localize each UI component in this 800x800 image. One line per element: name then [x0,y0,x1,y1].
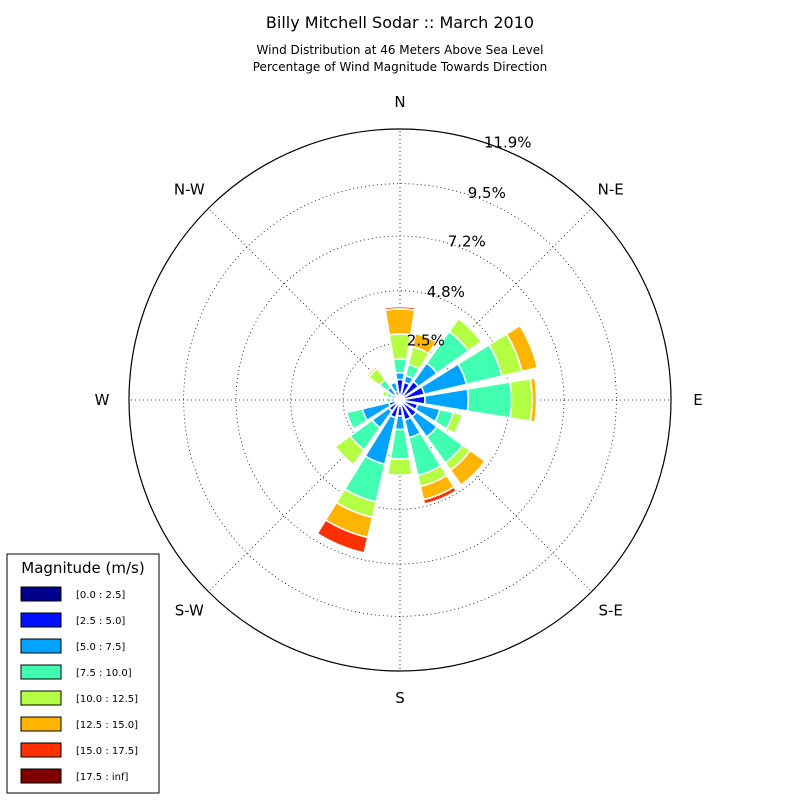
wedge-180-bin-3 [389,428,411,461]
wedge-247.5-bin-3 [345,407,369,430]
chart-subtitle-line-1: Wind Distribution at 46 Meters Above Sea… [257,43,544,57]
wedge-90-bin-4 [509,377,533,423]
legend-label-1: [2.5 : 5.0] [76,616,125,627]
legend-label-3: [7.5 : 10.0] [76,668,132,679]
radial-tick-label-0: 2.5% [407,331,445,349]
wedge-202.5-bin-6 [316,518,369,554]
legend-swatch-2 [20,638,62,654]
legend-swatch-5 [20,716,62,732]
wind-wedges [316,305,539,554]
legend-label-0: [0.0 : 2.5] [76,590,125,601]
direction-label-s-w: S-W [175,602,204,620]
wedge-90-bin-5 [529,377,538,423]
wedge-0-bin-3 [392,358,408,374]
wedge-180-bin-2 [394,414,406,431]
legend-label-2: [5.0 : 7.5] [76,642,125,653]
chart-subtitle-line-2: Percentage of Wind Magnitude Towards Dir… [253,60,547,74]
wedge-45-bin-4 [448,317,483,352]
legend: Magnitude (m/s) [0.0 : 2.5] [2.5 : 5.0] [5… [6,553,160,794]
direction-label-s: S [395,689,405,707]
outer-circle [128,128,672,672]
direction-label-w: W [95,391,110,409]
legend-label-7: [17.5 : inf] [76,772,129,783]
wedge-180-bin-4 [386,457,414,476]
wedge-0-bin-6 [383,305,417,312]
wedge-157.5-bin-6 [422,485,458,506]
wedge-337.5-bin-2 [389,381,399,394]
radial-tick-label-2: 7.2% [448,233,486,251]
radial-tick-labels: 2.5% 4.8% 7.2% 9.5% 11.9% [407,134,532,350]
wedge-67.5-bin-5 [505,324,539,373]
direction-label-s-e: S-E [599,602,623,620]
wedge-135-bin-5 [449,449,487,487]
legend-swatch-3 [20,664,62,680]
direction-label-n-w: N-W [174,180,205,198]
radial-tick-label-1: 4.8% [427,283,465,301]
wedge-270-bin-3 [385,396,392,404]
legend-swatch-1 [20,612,62,628]
wedge-225-bin-4 [334,434,366,466]
chart-title: Billy Mitchell Sodar :: March 2010 [266,13,534,32]
legend-swatch-6 [20,742,62,758]
legend-label-4: [10.0 : 12.5] [76,694,138,705]
wedge-315-bin-5 [365,365,379,379]
radial-tick-label-3: 9.5% [468,184,506,202]
wedge-112.5-bin-4 [445,411,464,435]
legend-label-6: [15.0 : 17.5] [76,746,138,757]
wedge-0-bin-2 [394,371,406,381]
legend-swatch-4 [20,690,62,706]
direction-label-e: E [693,391,702,409]
wedge-22.5-bin-5 [411,332,438,355]
legend-title: Magnitude (m/s) [21,559,144,577]
legend-label-5: [12.5 : 15.0] [76,720,138,731]
wedge-292.5-bin-4 [381,389,390,398]
direction-label-n: N [394,93,405,111]
wedge-90-bin-3 [466,381,513,419]
radial-tick-label-4: 11.9% [484,134,532,152]
direction-label-n-e: N-E [598,180,624,198]
legend-swatch-0 [20,586,62,602]
direction-labels: N N-E E S-E S S-W W N-W [95,93,703,707]
grid-circle-2 [235,235,565,565]
legend-swatch-7 [20,768,62,784]
